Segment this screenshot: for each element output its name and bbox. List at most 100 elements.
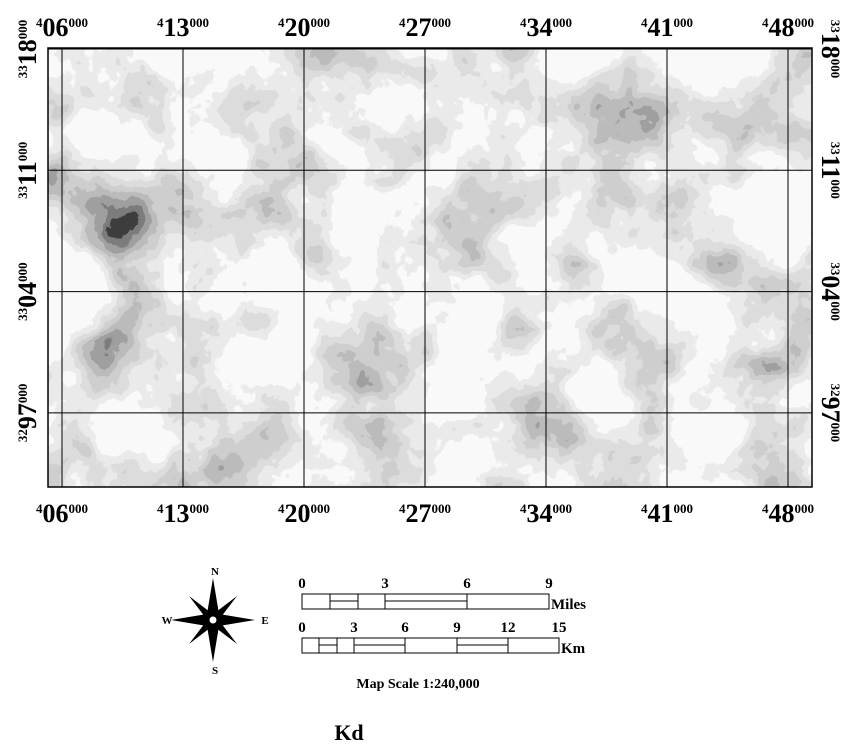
- coordinate-label: 3304000: [816, 262, 845, 321]
- coord-suffix: 000: [15, 262, 30, 282]
- coord-suffix: 000: [828, 301, 843, 321]
- coord-prefix: 33: [828, 142, 843, 156]
- coord-suffix: 000: [432, 501, 452, 516]
- coord-suffix: 000: [432, 15, 452, 30]
- compass-s: S: [212, 665, 218, 677]
- miles-label: 9: [545, 576, 553, 592]
- km-unit: Km: [561, 641, 586, 657]
- coord-main: 20: [285, 499, 311, 528]
- coord-suffix: 000: [69, 501, 89, 516]
- coord-suffix: 000: [674, 15, 694, 30]
- coord-suffix: 000: [311, 15, 331, 30]
- coord-prefix: 4: [36, 501, 43, 516]
- coord-prefix: 4: [278, 501, 285, 516]
- coord-prefix: 4: [641, 501, 648, 516]
- coord-main: 11: [13, 161, 42, 186]
- miles-bar: [301, 593, 550, 610]
- coord-suffix: 000: [828, 179, 843, 199]
- coordinate-label: 441000: [641, 499, 693, 528]
- coord-main: 18: [816, 33, 845, 59]
- coord-prefix: 33: [828, 20, 843, 34]
- compass-e: E: [261, 615, 268, 627]
- coord-prefix: 4: [520, 501, 527, 516]
- km-bar: [301, 637, 560, 654]
- coord-prefix: 4: [278, 15, 285, 30]
- coord-main: 11: [816, 155, 845, 180]
- coordinate-label: 413000: [157, 13, 209, 42]
- coordinate-label: 441000: [641, 13, 693, 42]
- coordinate-label: 3297000: [816, 384, 845, 443]
- coord-prefix: 4: [157, 501, 164, 516]
- coord-main: 34: [527, 499, 553, 528]
- coord-prefix: 4: [762, 15, 769, 30]
- coord-suffix: 000: [553, 501, 573, 516]
- coordinate-label: 3318000: [13, 20, 42, 79]
- coord-prefix: 4: [399, 15, 406, 30]
- coordinate-label: 420000: [278, 13, 330, 42]
- coordinate-label: 420000: [278, 499, 330, 528]
- coord-main: 97: [816, 397, 845, 423]
- coordinate-label: 3311000: [816, 142, 845, 199]
- raster: [48, 48, 812, 487]
- coord-main: 48: [769, 499, 795, 528]
- km-label: 3: [350, 620, 358, 636]
- coord-suffix: 000: [190, 15, 210, 30]
- coordinate-labels: 4060004060004130004130004200004200004270…: [13, 13, 845, 528]
- coord-prefix: 4: [641, 15, 648, 30]
- km-label: 0: [298, 620, 306, 636]
- coord-prefix: 4: [520, 15, 527, 30]
- coord-prefix: 4: [36, 15, 43, 30]
- coord-main: 27: [406, 499, 432, 528]
- scale-labels: Miles Km Map Scale 1:240,000 0 3 6 9 0 3 6 9 12 1…: [298, 576, 586, 692]
- coordinate-label: 413000: [157, 499, 209, 528]
- compass-w: W: [162, 615, 173, 627]
- coord-main: 27: [406, 13, 432, 42]
- km-label: 6: [401, 620, 409, 636]
- coord-prefix: 33: [15, 307, 30, 321]
- coord-prefix: 4: [762, 501, 769, 516]
- coordinate-label: 427000: [399, 13, 451, 42]
- coordinate-label: 406000: [36, 13, 88, 42]
- km-label: 12: [501, 620, 516, 636]
- coordinate-label: 434000: [520, 13, 572, 42]
- coord-main: 13: [164, 499, 190, 528]
- coordinate-label: 406000: [36, 499, 88, 528]
- coord-main: 20: [285, 13, 311, 42]
- raster-map: [47, 47, 813, 488]
- coord-prefix: 4: [157, 15, 164, 30]
- miles-label: 0: [298, 576, 306, 592]
- coord-main: 06: [43, 13, 69, 42]
- coord-prefix: 33: [15, 65, 30, 79]
- coord-main: 18: [13, 39, 42, 65]
- coord-suffix: 000: [15, 20, 30, 40]
- coord-suffix: 000: [795, 15, 815, 30]
- coordinate-label: 3297000: [13, 384, 42, 443]
- coord-suffix: 000: [795, 501, 815, 516]
- coord-suffix: 000: [828, 59, 843, 79]
- coordinate-label: 427000: [399, 499, 451, 528]
- miles-label: 6: [463, 576, 471, 592]
- coord-suffix: 000: [190, 501, 210, 516]
- coord-main: 41: [648, 499, 674, 528]
- map-title: Kd: [334, 720, 363, 744]
- coordinate-label: 3318000: [816, 20, 845, 79]
- coordinate-label: 3304000: [13, 262, 42, 321]
- miles-unit: Miles: [551, 597, 586, 613]
- coord-suffix: 000: [311, 501, 331, 516]
- coord-suffix: 000: [69, 15, 89, 30]
- coord-main: 06: [43, 499, 69, 528]
- coord-suffix: 000: [15, 142, 30, 162]
- coord-main: 48: [769, 13, 795, 42]
- coord-suffix: 000: [15, 384, 30, 404]
- coordinate-label: 434000: [520, 499, 572, 528]
- coord-prefix: 32: [15, 429, 30, 442]
- coordinate-label: 3311000: [13, 142, 42, 199]
- coord-main: 13: [164, 13, 190, 42]
- compass-n: N: [211, 566, 219, 578]
- coordinate-label: 448000: [762, 499, 814, 528]
- km-label: 15: [552, 620, 567, 636]
- coord-prefix: 33: [828, 262, 843, 276]
- north-arrow: [171, 578, 255, 662]
- coord-suffix: 000: [553, 15, 573, 30]
